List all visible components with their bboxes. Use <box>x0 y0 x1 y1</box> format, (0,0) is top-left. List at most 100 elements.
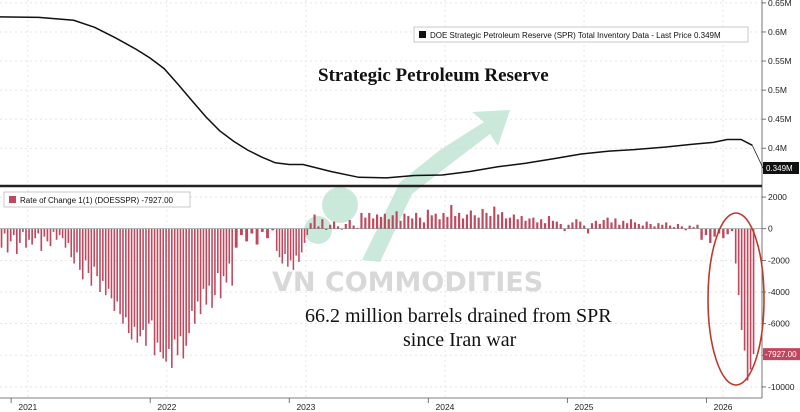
roc-bar <box>734 228 737 264</box>
top-ytick-label: 0.5M <box>768 85 787 95</box>
roc-bar <box>657 223 660 229</box>
roc-bar <box>477 217 480 229</box>
roc-bar <box>461 218 465 229</box>
roc-bar <box>704 228 708 236</box>
xtick-label: 2023 <box>296 402 315 412</box>
roc-bar <box>171 228 173 368</box>
roc-bar <box>266 228 269 239</box>
roc-bar <box>300 228 303 253</box>
roc-bar <box>501 212 504 229</box>
roc-bar <box>399 220 402 229</box>
roc-bar <box>278 228 281 258</box>
roc-bar <box>281 228 284 264</box>
roc-bar <box>303 228 306 243</box>
roc-bar <box>219 228 222 299</box>
roc-bar <box>730 228 734 232</box>
roc-bar <box>598 223 601 229</box>
roc-bar <box>255 228 259 245</box>
roc-bar <box>348 220 351 229</box>
roc-bar <box>743 228 746 351</box>
roc-bar <box>52 228 55 232</box>
roc-bar <box>379 216 383 229</box>
roc-bar <box>31 228 33 245</box>
roc-bar <box>122 228 124 324</box>
watermark: VN COMMODITIES <box>272 110 543 298</box>
roc-bar <box>614 218 617 229</box>
roc-bar <box>179 228 182 337</box>
roc-bar <box>284 228 286 255</box>
roc-bar <box>680 226 683 229</box>
roc-bar <box>692 227 695 229</box>
bottom-ytick-label: 2000 <box>768 192 787 202</box>
roc-bar <box>28 228 30 240</box>
roc-bar <box>15 228 18 255</box>
watermark-arrow-shape <box>362 110 510 262</box>
roc-bar <box>0 228 3 248</box>
roc-bar <box>194 228 196 324</box>
roc-bar <box>481 208 484 229</box>
roc-bar <box>55 228 58 240</box>
roc-bar <box>188 228 190 334</box>
roc-bar <box>368 212 371 229</box>
roc-bar <box>544 223 547 229</box>
roc-bar <box>150 228 153 321</box>
roc-bar <box>102 228 104 281</box>
roc-bar <box>579 221 582 229</box>
roc-bar <box>99 228 101 292</box>
annotation-line-1: 66.2 million barrels drained from SPR <box>305 305 612 327</box>
roc-bar <box>594 220 597 229</box>
last-price-tag <box>763 162 799 174</box>
roc-bar <box>352 225 355 229</box>
roc-bar <box>372 218 375 229</box>
roc-bar <box>629 219 633 229</box>
roc-bar <box>159 228 162 353</box>
roc-bar <box>590 223 594 229</box>
roc-bar <box>234 228 238 248</box>
watermark-dot <box>304 216 332 244</box>
roc-bar <box>306 228 309 236</box>
roc-bar <box>127 228 130 334</box>
roc-bar <box>637 223 640 229</box>
roc-bar <box>709 228 712 243</box>
last-price-leader <box>751 145 764 169</box>
roc-bar <box>489 216 492 229</box>
roc-bar <box>228 228 231 264</box>
roc-bar <box>67 228 70 243</box>
roc-bar <box>185 228 187 346</box>
roc-bar <box>485 212 488 229</box>
roc-bar <box>208 228 210 286</box>
roc-bar <box>217 228 219 274</box>
roc-bar <box>415 212 418 229</box>
roc-bar <box>418 217 422 229</box>
roc-bar <box>25 228 27 248</box>
roc-bar <box>555 221 558 229</box>
last-roc-text: -7927.00 <box>765 350 797 359</box>
highlight-circle <box>707 212 765 386</box>
roc-bar <box>19 228 21 243</box>
roc-bar <box>321 219 324 229</box>
roc-bar <box>395 211 398 229</box>
roc-bar <box>93 228 96 267</box>
roc-bar <box>749 228 752 370</box>
roc-bar <box>524 220 527 229</box>
roc-bar <box>104 228 107 296</box>
roc-bar <box>156 228 159 343</box>
roc-bar <box>391 215 394 229</box>
roc-bar <box>610 222 613 229</box>
roc-bar <box>231 228 233 286</box>
top-legend-text: DOE Strategic Petroleum Reserve (SPR) To… <box>430 31 721 40</box>
roc-bar <box>245 228 249 242</box>
roc-bar <box>199 228 202 315</box>
roc-bar <box>298 228 300 262</box>
roc-bar <box>653 226 656 229</box>
roc-bar <box>116 228 119 302</box>
top-ytick-label: 0.6M <box>768 27 787 37</box>
roc-bar <box>153 228 156 356</box>
roc-bar <box>70 228 73 258</box>
roc-bar <box>73 228 75 264</box>
roc-bar <box>563 228 566 232</box>
roc-bar <box>672 227 676 229</box>
roc-bar <box>107 228 110 289</box>
roc-bar <box>148 228 150 324</box>
roc-bar <box>583 225 586 229</box>
